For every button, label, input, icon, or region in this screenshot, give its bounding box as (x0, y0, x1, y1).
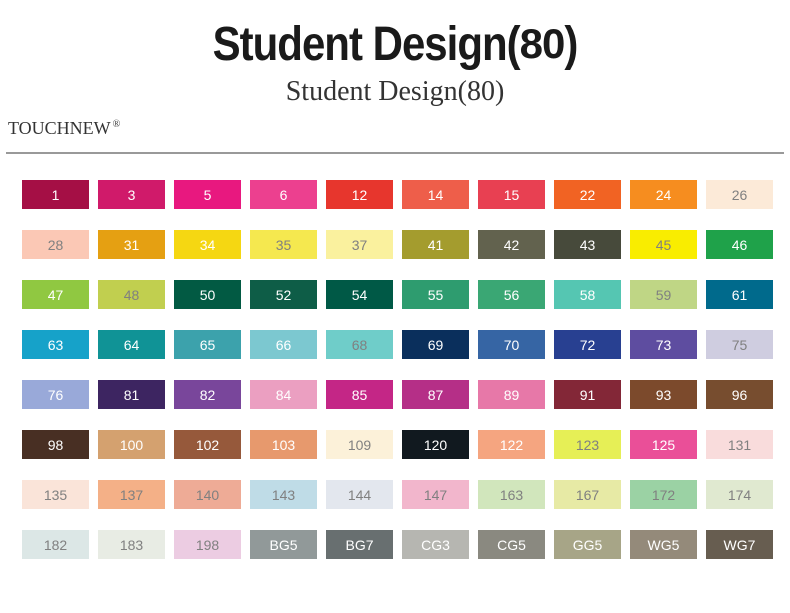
color-swatch: GG5 (554, 530, 621, 559)
color-swatch: 87 (402, 380, 469, 409)
color-swatch: 98 (22, 430, 89, 459)
color-swatch: 63 (22, 330, 89, 359)
color-swatch: 93 (630, 380, 697, 409)
color-swatch: 76 (22, 380, 89, 409)
color-swatch: CG5 (478, 530, 545, 559)
color-swatch: 89 (478, 380, 545, 409)
color-swatch: 14 (402, 180, 469, 209)
color-swatch: 144 (326, 480, 393, 509)
color-swatch: 48 (98, 280, 165, 309)
color-swatch: 167 (554, 480, 621, 509)
color-swatch: 45 (630, 230, 697, 259)
brand-label: TOUCHNEW® (8, 118, 120, 139)
color-swatch: 182 (22, 530, 89, 559)
color-swatch: 72 (554, 330, 621, 359)
subtitle-count: 80 (467, 76, 495, 107)
color-swatch: BG5 (250, 530, 317, 559)
color-swatch: WG5 (630, 530, 697, 559)
color-swatch: 41 (402, 230, 469, 259)
color-swatch: 198 (174, 530, 241, 559)
color-swatch: 69 (402, 330, 469, 359)
divider (6, 152, 784, 154)
color-swatch: 34 (174, 230, 241, 259)
color-swatch: 26 (706, 180, 773, 209)
color-swatch: 35 (250, 230, 317, 259)
title-count: 80 (520, 20, 565, 67)
title-main: Student Design( (213, 16, 520, 71)
color-swatch: 75 (706, 330, 773, 359)
color-swatch: BG7 (326, 530, 393, 559)
color-swatch: 59 (630, 280, 697, 309)
color-swatch: 55 (402, 280, 469, 309)
brand-text: TOUCHNEW (8, 118, 111, 138)
swatch-grid: 1356121415222426283134353741424345464748… (22, 180, 773, 559)
color-swatch: 123 (554, 430, 621, 459)
color-swatch: 3 (98, 180, 165, 209)
color-swatch: 5 (174, 180, 241, 209)
color-swatch: 174 (706, 480, 773, 509)
color-swatch: 73 (630, 330, 697, 359)
color-swatch: 109 (326, 430, 393, 459)
color-swatch: WG7 (706, 530, 773, 559)
color-swatch: 143 (250, 480, 317, 509)
color-swatch: 24 (630, 180, 697, 209)
color-swatch: 46 (706, 230, 773, 259)
color-swatch: 50 (174, 280, 241, 309)
color-swatch: 91 (554, 380, 621, 409)
color-swatch: 85 (326, 380, 393, 409)
color-swatch: 65 (174, 330, 241, 359)
color-swatch: 183 (98, 530, 165, 559)
subtitle-line: Student Design(80) (0, 76, 790, 108)
color-swatch: 64 (98, 330, 165, 359)
subtitle-main: Student Design( (286, 76, 467, 107)
color-swatch: 120 (402, 430, 469, 459)
header: Student Design(80) Student Design(80) (0, 0, 790, 108)
color-swatch: 68 (326, 330, 393, 359)
color-swatch: 52 (250, 280, 317, 309)
color-swatch: 122 (478, 430, 545, 459)
color-swatch: 131 (706, 430, 773, 459)
color-swatch: 100 (98, 430, 165, 459)
color-swatch: 15 (478, 180, 545, 209)
color-swatch: CG3 (402, 530, 469, 559)
title-line: Student Design(80) (0, 20, 790, 68)
color-swatch: 82 (174, 380, 241, 409)
color-swatch: 12 (326, 180, 393, 209)
color-swatch: 140 (174, 480, 241, 509)
color-swatch: 22 (554, 180, 621, 209)
color-swatch: 84 (250, 380, 317, 409)
color-swatch: 96 (706, 380, 773, 409)
color-swatch: 147 (402, 480, 469, 509)
color-swatch: 54 (326, 280, 393, 309)
color-swatch: 28 (22, 230, 89, 259)
color-swatch: 47 (22, 280, 89, 309)
color-swatch: 70 (478, 330, 545, 359)
color-swatch: 103 (250, 430, 317, 459)
color-swatch: 56 (478, 280, 545, 309)
color-swatch: 81 (98, 380, 165, 409)
color-swatch: 135 (22, 480, 89, 509)
subtitle-close: ) (495, 76, 504, 107)
color-swatch: 163 (478, 480, 545, 509)
color-swatch: 137 (98, 480, 165, 509)
title-close: ) (564, 16, 577, 71)
color-swatch: 42 (478, 230, 545, 259)
brand-registered: ® (113, 119, 121, 130)
color-swatch: 31 (98, 230, 165, 259)
color-swatch: 37 (326, 230, 393, 259)
color-swatch: 102 (174, 430, 241, 459)
color-swatch: 172 (630, 480, 697, 509)
color-swatch: 66 (250, 330, 317, 359)
color-swatch: 61 (706, 280, 773, 309)
color-swatch: 125 (630, 430, 697, 459)
color-swatch: 6 (250, 180, 317, 209)
color-swatch: 58 (554, 280, 621, 309)
color-swatch: 1 (22, 180, 89, 209)
color-swatch: 43 (554, 230, 621, 259)
